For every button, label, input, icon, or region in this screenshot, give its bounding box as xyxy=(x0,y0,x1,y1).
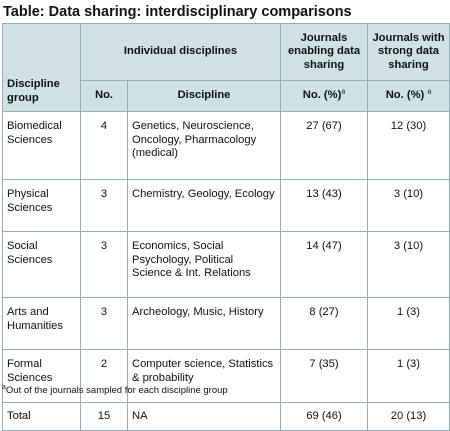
cell-no: 3 xyxy=(80,231,128,298)
table-row: Social Sciences 3 Economics, Social Psyc… xyxy=(2,231,450,298)
header-journals-enabling: Journals enabling data sharing xyxy=(280,23,368,81)
cell-enabling: 27 (67) xyxy=(280,111,368,180)
cell-discipline: NA xyxy=(127,402,281,431)
cell-strong: 12 (30) xyxy=(367,111,450,180)
cell-discipline: Computer science, Statistics & probabili… xyxy=(127,349,281,403)
cell-no: 3 xyxy=(80,179,128,232)
cell-discipline: Archeology, Music, History xyxy=(127,297,281,350)
cell-group: Total xyxy=(2,402,81,431)
table-row-total: Total 15 NA 69 (46) 20 (13) xyxy=(2,402,450,431)
footnote-marker: a xyxy=(2,383,6,391)
cell-no: 15 xyxy=(80,402,128,431)
header-no-pct-strong: No. (%) a xyxy=(367,80,450,112)
footnote: aOut of the journals sampled for each di… xyxy=(2,383,228,396)
cell-group: Arts and Humanities xyxy=(2,297,81,350)
data-table: Discipline group Individual disciplines … xyxy=(2,23,450,431)
cell-no: 3 xyxy=(80,297,128,350)
header-no: No. xyxy=(80,80,128,112)
header-discipline-group: Discipline group xyxy=(2,23,81,112)
cell-group: Social Sciences xyxy=(2,231,81,298)
table-row: Formal Sciences 2 Computer science, Stat… xyxy=(2,349,450,403)
cell-enabling: 13 (43) xyxy=(280,179,368,232)
table-title: Table: Data sharing: interdisciplinary c… xyxy=(3,4,352,20)
superscript-a: a xyxy=(427,88,432,96)
cell-discipline: Genetics, Neuroscience, Oncology, Pharma… xyxy=(127,111,281,180)
cell-enabling: 7 (35) xyxy=(280,349,368,403)
table-row: Physical Sciences 3 Chemistry, Geology, … xyxy=(2,179,450,232)
cell-no: 4 xyxy=(80,111,128,180)
cell-strong: 1 (3) xyxy=(367,349,450,403)
header-row-2: No. Discipline No. (%)a No. (%) a xyxy=(3,80,450,112)
cell-discipline: Economics, Social Psychology, Political … xyxy=(127,231,281,298)
cell-group: Physical Sciences xyxy=(2,179,81,232)
cell-strong: 1 (3) xyxy=(367,297,450,350)
header-journals-strong: Journals with strong data sharing xyxy=(367,23,450,81)
header-discipline: Discipline xyxy=(127,80,281,112)
cell-group: Formal Sciences xyxy=(2,349,81,403)
table-row: Arts and Humanities 3 Archeology, Music,… xyxy=(2,297,450,350)
cell-strong: 20 (13) xyxy=(367,402,450,431)
superscript-a: a xyxy=(341,88,346,96)
cell-strong: 3 (10) xyxy=(367,231,450,298)
header-no-pct-enabling: No. (%)a xyxy=(280,80,368,112)
cell-strong: 3 (10) xyxy=(367,179,450,232)
cell-enabling: 14 (47) xyxy=(280,231,368,298)
cell-enabling: 69 (46) xyxy=(280,402,368,431)
table-row: Biomedical Sciences 4 Genetics, Neurosci… xyxy=(2,111,450,180)
cell-group: Biomedical Sciences xyxy=(2,111,81,180)
cell-discipline: Chemistry, Geology, Ecology xyxy=(127,179,281,232)
footnote-text: Out of the journals sampled for each dis… xyxy=(5,385,228,396)
header-individual-disciplines: Individual disciplines xyxy=(80,23,281,81)
cell-enabling: 8 (27) xyxy=(280,297,368,350)
header-row-1: Discipline group Individual disciplines … xyxy=(2,23,450,112)
